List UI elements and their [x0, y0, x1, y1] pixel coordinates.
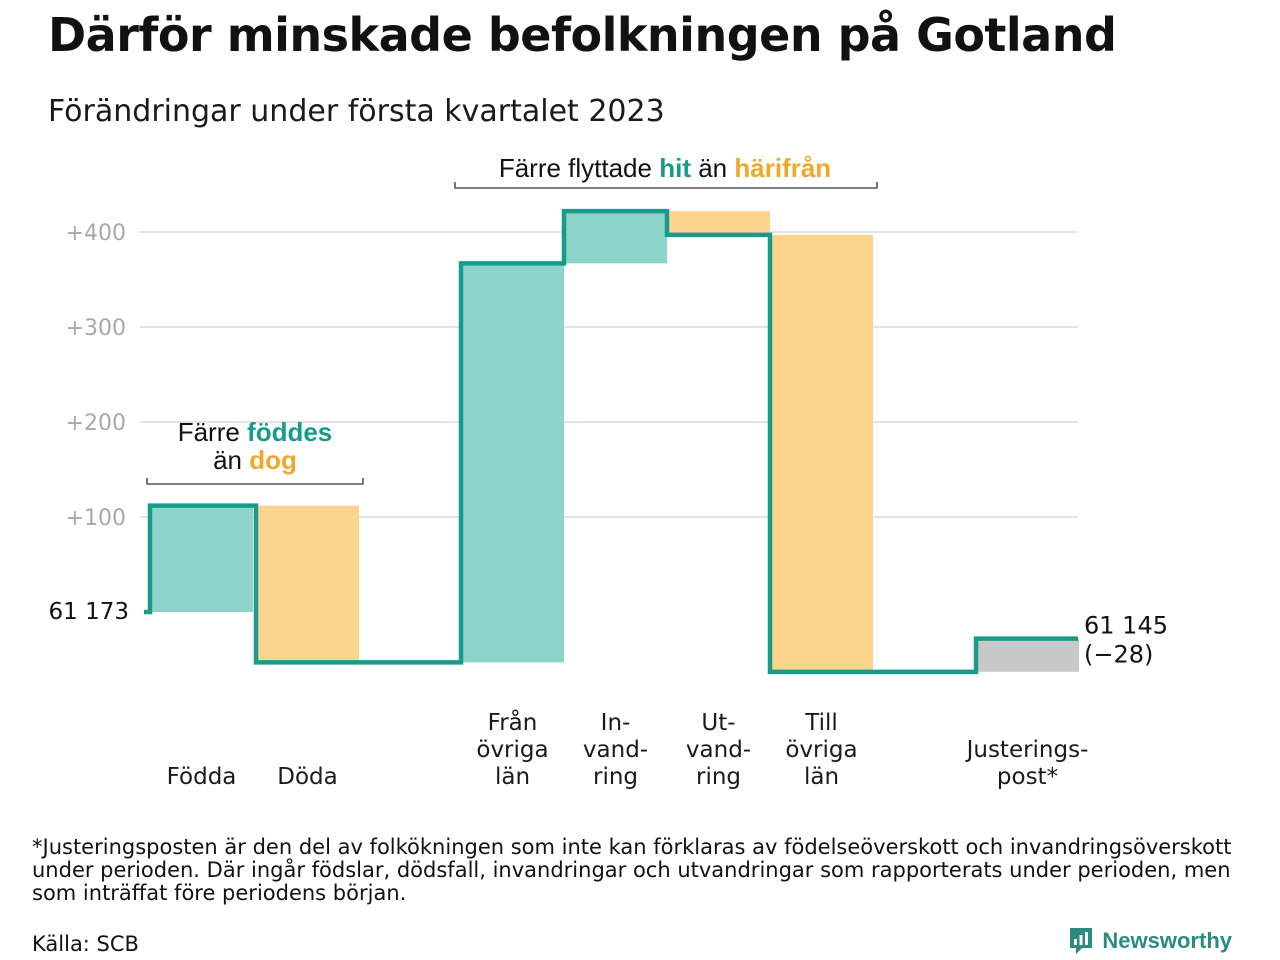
bars [150, 211, 1079, 672]
category-label-5: vand- [686, 737, 751, 763]
bar-7 [976, 638, 1079, 672]
bar-6 [770, 234, 873, 672]
step-line [144, 208, 1078, 675]
waterfall-chart: +100+200+300+400 Födda DödaFrånövrigalänI… [49, 153, 1168, 790]
labels: Födda DödaFrånövrigalänIn-vand-ringUt-van… [49, 599, 1168, 790]
y-tick-label: +400 [66, 221, 126, 246]
annotation-part: hit [659, 153, 691, 183]
annotation-bracket-migration [454, 182, 878, 189]
start-value-label: 61 173 [49, 599, 129, 625]
end-change-label: (−28) [1084, 641, 1153, 669]
grid-lines: +100 +200 +300 +400 [66, 221, 1078, 531]
annotation-bracket-births [146, 478, 364, 485]
annotation-migration: Färre flyttade hit än härifrån [499, 153, 831, 183]
annotation-part: dog [249, 445, 297, 475]
page-title: Därför minskade befolkningen på Gotland [48, 8, 1117, 62]
y-tick-label: +300 [66, 316, 126, 341]
annotation-part: Färre [178, 417, 247, 447]
bar-2 [256, 505, 359, 663]
y-tick-label: +200 [66, 411, 126, 436]
category-label-6: län [804, 764, 839, 790]
source-credit: Källa: SCB [32, 932, 139, 956]
category-label-3: län [495, 764, 530, 790]
annotation-part: föddes [247, 417, 332, 447]
brand-name: Newsworthy [1102, 928, 1232, 953]
category-label-5: ring [696, 764, 741, 790]
category-label-7: post* [997, 764, 1058, 790]
category-label-7: Justerings- [965, 737, 1089, 763]
bar-4 [564, 211, 667, 264]
category-label-4: ring [593, 764, 638, 790]
bar-5 [667, 211, 770, 235]
footnote: *Justeringsposten är den del av folkökni… [32, 835, 1232, 905]
annotation-part: Färre flyttade [499, 153, 659, 183]
category-label-1: Födda [167, 764, 237, 790]
page-subtitle: Förändringar under första kvartalet 2023 [48, 94, 665, 129]
category-label-4: In- [601, 710, 631, 736]
category-label-4: vand- [583, 737, 648, 763]
newsworthy-logo-icon [1070, 928, 1093, 954]
category-label-3: övriga [476, 737, 548, 763]
annotation-part: än [691, 153, 734, 183]
step-line-group [144, 208, 1078, 675]
category-label-6: övriga [785, 737, 857, 763]
bar-1 [150, 505, 253, 612]
annotation-part: än [213, 445, 249, 475]
category-label-3: Från [488, 708, 538, 736]
category-label-2: Döda [277, 764, 337, 790]
end-value-label: 61 145 [1084, 612, 1168, 640]
category-label-6: Till [804, 710, 838, 736]
annotation-births-deaths-line2: än dog [213, 445, 297, 475]
brand-logo: Newsworthy [1068, 926, 1232, 956]
bar-3 [461, 263, 564, 663]
category-label-5: Ut- [701, 710, 735, 736]
annotation-births-deaths-line1: Färre föddes [178, 417, 333, 447]
annotation-part: härifrån [734, 153, 831, 183]
y-tick-label: +100 [66, 506, 126, 531]
